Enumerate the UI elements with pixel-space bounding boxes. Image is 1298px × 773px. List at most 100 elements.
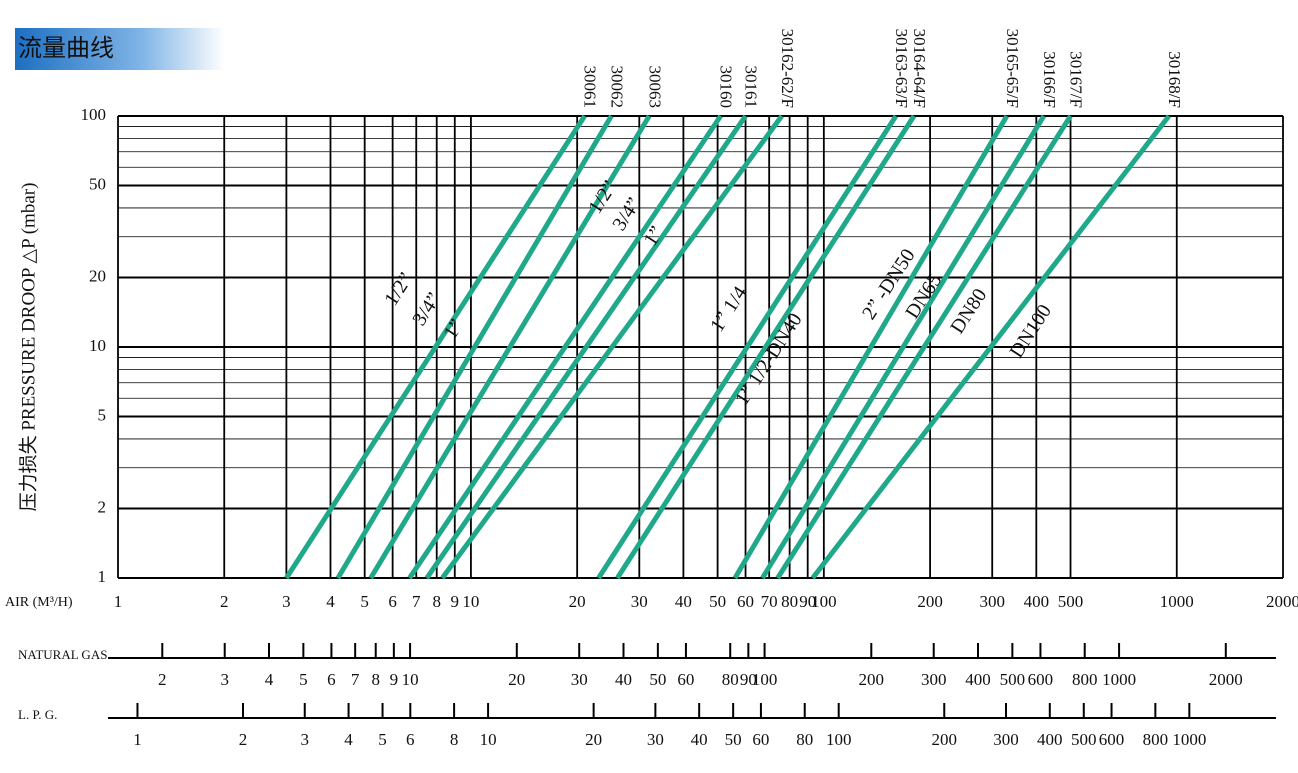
series-line xyxy=(810,114,1171,580)
secondary-tick-label: 80 xyxy=(722,670,739,689)
secondary-tick-label: 50 xyxy=(725,730,742,749)
x-tick-label: 300 xyxy=(979,592,1005,611)
secondary-tick-label: 4 xyxy=(265,670,274,689)
secondary-tick-label: 600 xyxy=(1028,670,1054,689)
chart-title: 流量曲线 xyxy=(18,34,114,62)
series-line xyxy=(760,114,1046,580)
x-tick-label: 500 xyxy=(1058,592,1084,611)
secondary-tick-label: 5 xyxy=(299,670,308,689)
x-tick-label: 5 xyxy=(360,592,369,611)
secondary-tick-label: 40 xyxy=(615,670,632,689)
secondary-tick-label: 3 xyxy=(220,670,229,689)
secondary-tick-label: 200 xyxy=(859,670,885,689)
secondary-tick-label: 80 xyxy=(796,730,813,749)
secondary-tick-label: 90 xyxy=(740,670,757,689)
secondary-tick-label: 30 xyxy=(647,730,664,749)
series-label: 30166/F xyxy=(1040,51,1059,108)
y-tick-label: 1 xyxy=(98,567,107,586)
secondary-tick-label: 200 xyxy=(932,730,958,749)
secondary-tick-label: 8 xyxy=(450,730,459,749)
line-annotation: DN80 xyxy=(946,285,991,338)
series-label: 30061 xyxy=(581,66,600,109)
x-tick-label: 30 xyxy=(631,592,648,611)
series-label: 30163-63/F xyxy=(892,29,911,108)
series-line xyxy=(407,114,723,580)
secondary-tick-label: 20 xyxy=(508,670,525,689)
secondary-tick-label: 10 xyxy=(480,730,497,749)
secondary-tick-label: 6 xyxy=(406,730,415,749)
x-tick-label: 400 xyxy=(1024,592,1050,611)
x-tick-label: 2000 xyxy=(1266,592,1298,611)
series-line xyxy=(335,114,614,580)
secondary-tick-label: 3 xyxy=(301,730,310,749)
series-line xyxy=(732,114,1009,580)
y-tick-label: 20 xyxy=(89,266,106,285)
x-tick-label: 90 xyxy=(799,592,816,611)
line-annotation: 1/2” xyxy=(380,269,417,310)
x-tick-label: 20 xyxy=(569,592,586,611)
secondary-tick-label: 7 xyxy=(351,670,360,689)
secondary-tick-label: 6 xyxy=(327,670,336,689)
x-tick-label: 1000 xyxy=(1160,592,1194,611)
secondary-tick-label: 9 xyxy=(390,670,399,689)
secondary-tick-label: 40 xyxy=(691,730,708,749)
y-tick-label: 2 xyxy=(98,497,107,516)
secondary-tick-label: 60 xyxy=(752,730,769,749)
secondary-tick-label: 300 xyxy=(993,730,1019,749)
x-axis-label: AIR (M³/H) xyxy=(5,595,73,610)
secondary-tick-label: 100 xyxy=(826,730,852,749)
series-line xyxy=(440,114,784,580)
series-label: 30167/F xyxy=(1067,51,1086,108)
secondary-tick-label: 100 xyxy=(752,670,778,689)
secondary-tick-label: 5 xyxy=(378,730,387,749)
series-label: 30063 xyxy=(645,66,664,109)
secondary-tick-label: 1000 xyxy=(1102,670,1136,689)
x-tick-label: 8 xyxy=(432,592,441,611)
secondary-tick-label: 8 xyxy=(371,670,380,689)
x-tick-label: 7 xyxy=(412,592,421,611)
x-tick-label: 40 xyxy=(675,592,692,611)
secondary-tick-label: 20 xyxy=(585,730,602,749)
secondary-tick-label: 400 xyxy=(965,670,991,689)
title-band xyxy=(15,28,225,70)
series-label: 30160 xyxy=(717,66,736,109)
x-tick-label: 4 xyxy=(326,592,335,611)
series-label: 30062 xyxy=(607,66,626,109)
secondary-tick-label: 2 xyxy=(239,730,248,749)
series-line xyxy=(615,114,917,580)
x-tick-label: 100 xyxy=(811,592,837,611)
series-line xyxy=(775,114,1073,580)
secondary-tick-label: 4 xyxy=(344,730,353,749)
secondary-tick-label: 400 xyxy=(1037,730,1063,749)
x-tick-label: 1 xyxy=(114,592,123,611)
x-tick-label: 2 xyxy=(220,592,229,611)
secondary-tick-label: 60 xyxy=(677,670,694,689)
secondary-tick-label: 500 xyxy=(1000,670,1026,689)
series-label: 30164-64/F xyxy=(910,29,929,108)
series-line xyxy=(368,114,652,580)
secondary-tick-label: 1 xyxy=(133,730,142,749)
secondary-tick-label: 30 xyxy=(571,670,588,689)
x-tick-label: 9 xyxy=(451,592,460,611)
y-tick-label: 10 xyxy=(89,336,106,355)
secondary-tick-label: 50 xyxy=(649,670,666,689)
secondary-tick-label: 300 xyxy=(921,670,947,689)
series-label: 30162-62/F xyxy=(778,29,797,108)
x-tick-label: 6 xyxy=(388,592,397,611)
x-tick-label: 10 xyxy=(462,592,479,611)
y-tick-label: 100 xyxy=(81,105,107,124)
secondary-tick-label: 500 xyxy=(1071,730,1097,749)
series-line xyxy=(596,114,898,580)
y-tick-label: 5 xyxy=(98,405,107,424)
x-tick-label: 80 xyxy=(781,592,798,611)
secondary-tick-label: 2 xyxy=(158,670,167,689)
y-tick-label: 50 xyxy=(89,174,106,193)
series-line xyxy=(284,114,587,580)
x-tick-label: 3 xyxy=(282,592,291,611)
series-label: 30165-65/F xyxy=(1003,29,1022,108)
x-tick-label: 50 xyxy=(709,592,726,611)
secondary-tick-label: 10 xyxy=(402,670,419,689)
series-label: 30161 xyxy=(742,66,761,109)
line-annotation: DN100 xyxy=(1006,301,1057,362)
